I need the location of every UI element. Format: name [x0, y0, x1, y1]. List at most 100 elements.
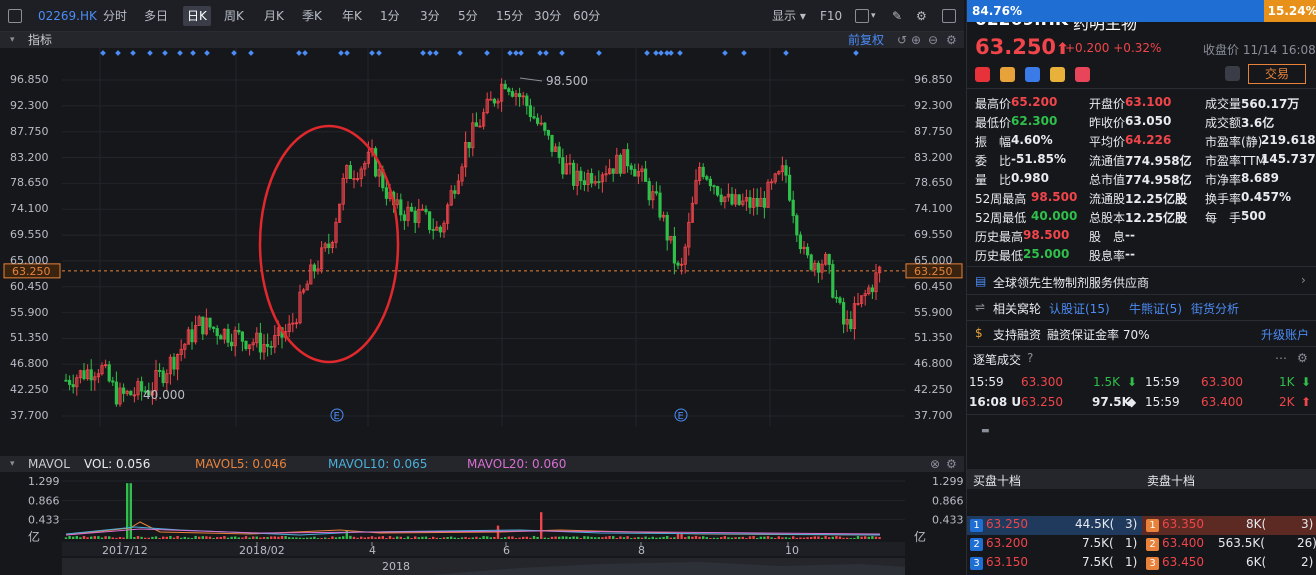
collapse-icon[interactable]: ▾ — [10, 35, 15, 45]
volume-bar — [655, 537, 658, 539]
reset-icon[interactable]: ↺ — [897, 33, 908, 47]
company-desc[interactable]: 全球领先生物制剂服务供应商 — [993, 276, 1150, 290]
collapse-icon[interactable]: ▾ — [10, 459, 15, 469]
tab-11[interactable]: 30分 — [534, 9, 562, 23]
volume-bar — [115, 537, 118, 539]
settings-icon[interactable]: ⚙ — [946, 457, 957, 471]
volume-bar — [525, 536, 528, 539]
warrants-link[interactable]: 认股证(15) — [1049, 302, 1110, 316]
tab-2[interactable]: 日K — [183, 6, 211, 26]
cbbc-link[interactable]: 牛熊证(5) — [1129, 302, 1182, 316]
volume-bar — [734, 537, 737, 539]
tab-0[interactable]: 分时 — [103, 9, 128, 23]
expand-icon[interactable] — [942, 9, 956, 23]
bid-ratio: 84.76% — [967, 0, 1264, 22]
bell-icon[interactable] — [1225, 66, 1240, 81]
candle-body — [712, 185, 716, 188]
candle-body — [795, 215, 799, 236]
candle-body — [827, 254, 831, 265]
help-icon[interactable]: ? — [1027, 351, 1034, 365]
settings-icon[interactable]: ⚙ — [916, 9, 927, 23]
volume-bar — [637, 537, 640, 539]
volume-bar — [270, 536, 273, 539]
candle-body — [726, 193, 731, 198]
volume-bar — [464, 536, 467, 539]
event-diamond — [658, 50, 664, 56]
price-tick-right: 46.800 — [914, 357, 953, 371]
chevron-down-icon[interactable]: ▾ — [871, 11, 876, 21]
stat-value: 12.25亿股 — [1125, 211, 1187, 225]
candle-body — [849, 319, 853, 329]
candlestick-svg[interactable]: 63.250 63.250 98.500 40.000 E E — [0, 48, 964, 454]
volume-bar — [867, 536, 870, 539]
candle-body — [262, 344, 266, 353]
chevron-right-icon[interactable]: › — [1301, 273, 1306, 287]
zoom-in-icon[interactable]: ⊕ — [911, 33, 922, 47]
stat-value: 0.457% — [1241, 190, 1291, 204]
tab-4[interactable]: 月K — [264, 9, 284, 23]
candle-body — [752, 197, 756, 208]
indicator-label[interactable]: 指标 — [28, 33, 53, 47]
event-e-marker — [330, 408, 344, 422]
volume-bar — [244, 536, 248, 539]
volume-bar — [453, 537, 456, 539]
stat-label: 振 幅 — [975, 135, 1012, 149]
tab-7[interactable]: 1分 — [380, 9, 400, 23]
settings-icon[interactable]: ⚙ — [1297, 351, 1308, 365]
volume-bar — [154, 536, 158, 539]
volume-bar — [788, 537, 791, 539]
volume-bar — [615, 537, 618, 539]
tab-8[interactable]: 3分 — [420, 9, 440, 23]
volume-bar — [277, 536, 280, 539]
favorite-heart-icon[interactable] — [1075, 67, 1090, 82]
upgrade-account-link[interactable]: 升级账户 — [1261, 328, 1310, 342]
tab-6[interactable]: 年K — [342, 9, 362, 23]
volume-bar — [874, 536, 878, 539]
tab-5[interactable]: 季K — [302, 9, 322, 23]
scroll-handle-icon[interactable]: ▬ — [981, 426, 990, 436]
volume-bar — [763, 536, 766, 539]
trade-button[interactable]: 交易 — [1248, 64, 1306, 84]
price-chart[interactable]: 63.250 63.250 98.500 40.000 E E 96.850 96.850 9… — [0, 48, 964, 454]
tab-3[interactable]: 周K — [224, 9, 244, 23]
more-icon[interactable]: ⋯ — [1275, 351, 1287, 365]
price-tick-right: 69.550 — [914, 228, 953, 242]
volume-bar — [507, 536, 510, 539]
volume-bar — [781, 537, 784, 539]
volume-bar — [79, 537, 82, 539]
book-row: 3 63.150 7.5K(1) 3 63.450 6K(2) — [967, 554, 1316, 573]
checkbox-icon[interactable] — [855, 9, 869, 23]
tick-row: 16:08 U 63.250 97.5K ◆ 15:59 63.400 2K ⬆ — [969, 395, 1312, 409]
candle-body — [496, 100, 500, 104]
f10-button[interactable]: F10 — [820, 9, 843, 23]
stat-value: -- — [1125, 247, 1135, 261]
pen-icon[interactable]: ✎ — [892, 9, 903, 23]
event-diamond — [100, 50, 106, 56]
candle-body — [481, 112, 486, 127]
mavol-label[interactable]: MAVOL — [28, 457, 70, 471]
adjust-mode[interactable]: 前复权 — [848, 33, 885, 47]
settings-icon[interactable]: ⚙ — [946, 33, 957, 47]
volume-bar — [543, 537, 546, 539]
tab-1[interactable]: 多日 — [144, 9, 169, 23]
tab-10[interactable]: 15分 — [496, 9, 524, 23]
candle-body — [766, 181, 770, 208]
candle-body — [665, 214, 669, 241]
tab-9[interactable]: 5分 — [458, 9, 478, 23]
volume-bar — [792, 536, 795, 539]
street-analysis-link[interactable]: 街货分析 — [1191, 302, 1240, 316]
candle-body — [485, 98, 489, 114]
volume-bar — [799, 537, 802, 539]
zoom-out-icon[interactable]: ⊖ — [928, 33, 939, 47]
candle-body — [608, 168, 612, 175]
candle-body — [755, 197, 759, 207]
sidebar-toggle-icon[interactable] — [8, 9, 22, 23]
close-icon[interactable]: ⊗ — [930, 457, 941, 471]
volume-bar — [770, 537, 773, 539]
stat-value: 12.25亿股 — [1125, 192, 1187, 206]
tab-12[interactable]: 60分 — [573, 9, 601, 23]
candle-body — [633, 168, 637, 177]
display-menu[interactable]: 显示 ▾ — [772, 9, 806, 23]
candle-body — [269, 345, 273, 348]
volume-chart[interactable]: 1.299 1.299 0.866 0.866 0.433 0.433 亿 亿 2017/12 2… — [0, 472, 964, 575]
